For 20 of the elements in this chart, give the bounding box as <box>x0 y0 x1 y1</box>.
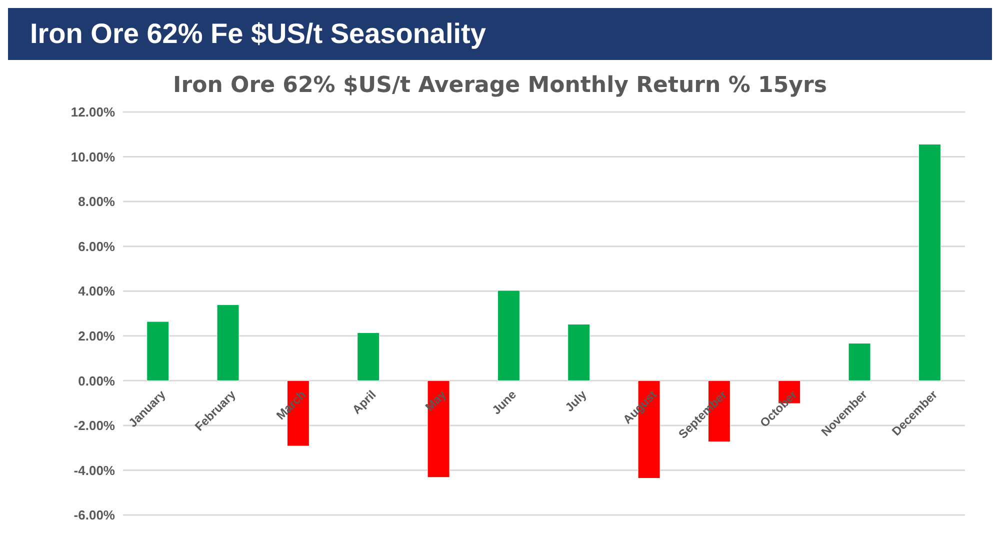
bar <box>918 144 941 381</box>
y-tick-label: 4.00% <box>78 284 116 299</box>
y-tick-label: 2.00% <box>78 328 116 344</box>
y-tick-label: -6.00% <box>74 508 116 523</box>
chart-title: Iron Ore 62% Fe $US/t Seasonality <box>30 18 486 50</box>
y-tick-label: 12.00% <box>70 104 116 120</box>
bar <box>848 343 871 381</box>
bar <box>216 304 240 381</box>
bar <box>568 324 590 381</box>
y-tick-label: 6.00% <box>78 238 116 254</box>
bar <box>357 332 380 381</box>
bar <box>497 290 520 381</box>
y-tick-label: 0.00% <box>78 373 116 388</box>
bar <box>427 380 450 478</box>
y-tick-label: 10.00% <box>70 149 116 164</box>
bar <box>146 321 170 381</box>
y-tick-label: -2.00% <box>74 418 116 434</box>
y-tick-label: 8.00% <box>78 194 116 210</box>
chart-subtitle: Iron Ore 62% $US/t Average Monthly Return % 15yrs <box>172 72 828 100</box>
y-tick-label: -4.00% <box>74 462 116 478</box>
